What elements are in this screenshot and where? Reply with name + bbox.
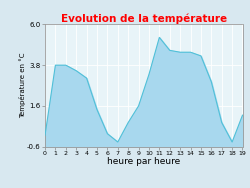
X-axis label: heure par heure: heure par heure (107, 157, 180, 166)
Title: Evolution de la température: Evolution de la température (61, 13, 227, 24)
Y-axis label: Température en °C: Température en °C (19, 53, 26, 118)
